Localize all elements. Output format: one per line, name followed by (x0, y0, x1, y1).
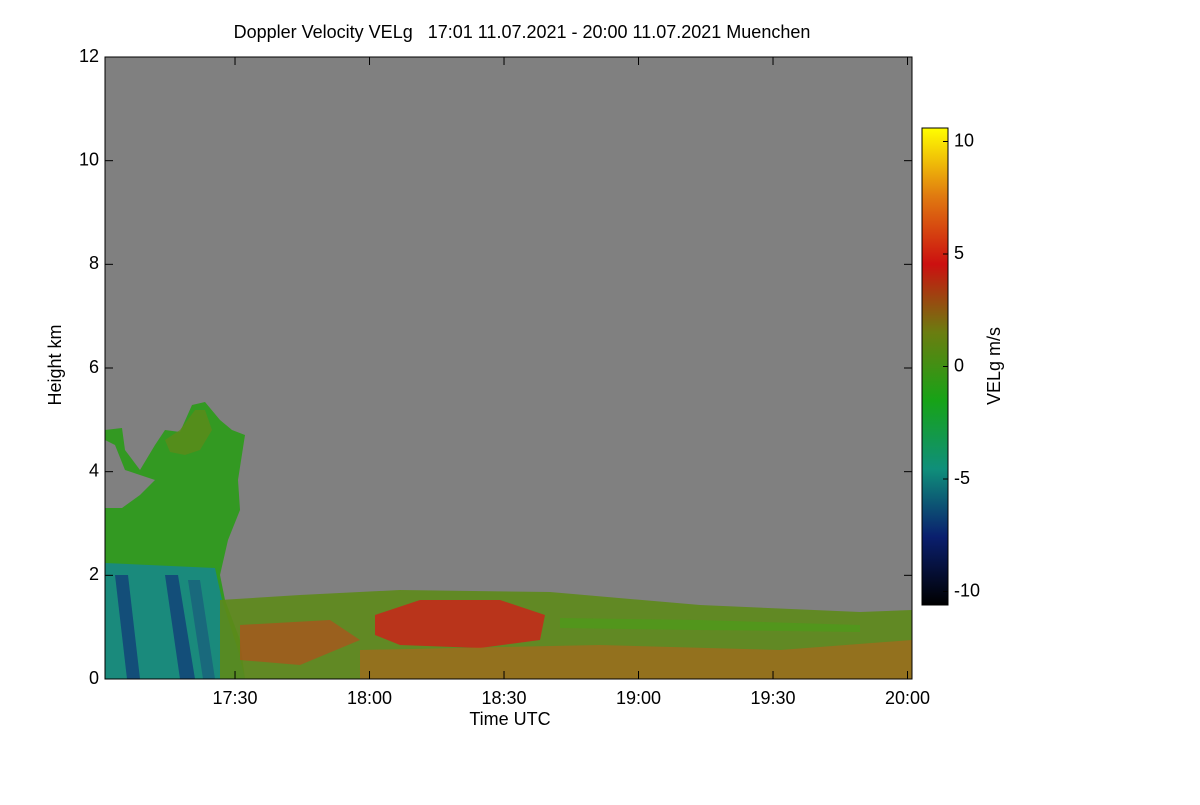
y-tick-label: 10 (79, 149, 99, 169)
y-tick-label: 8 (89, 253, 99, 273)
colorbar-tick-label: 10 (954, 130, 974, 150)
x-tick-label: 20:00 (885, 688, 930, 708)
y-tick-label: 2 (89, 564, 99, 584)
x-axis-label: Time UTC (469, 709, 550, 729)
echo-field (105, 402, 912, 679)
x-tick-label: 18:00 (347, 688, 392, 708)
y-tick-label: 4 (89, 460, 99, 480)
colorbar-tick-label: 0 (954, 355, 964, 375)
colorbar-tick-label: -10 (954, 580, 980, 600)
y-tick-label: 6 (89, 357, 99, 377)
plot-area (105, 57, 912, 679)
colorbar-tick-label: -5 (954, 468, 970, 488)
x-tick-label: 19:30 (750, 688, 795, 708)
x-tick-label: 19:00 (616, 688, 661, 708)
x-tick-label: 17:30 (212, 688, 257, 708)
chart-title: Doppler Velocity VELg 17:01 11.07.2021 -… (234, 22, 811, 42)
colorbar-tick-label: 5 (954, 243, 964, 263)
y-axis-label: Height km (45, 324, 65, 405)
colorbar-label: VELg m/s (984, 327, 1004, 405)
x-tick-label: 18:30 (481, 688, 526, 708)
y-tick-label: 0 (89, 668, 99, 688)
y-tick-label: 12 (79, 46, 99, 66)
